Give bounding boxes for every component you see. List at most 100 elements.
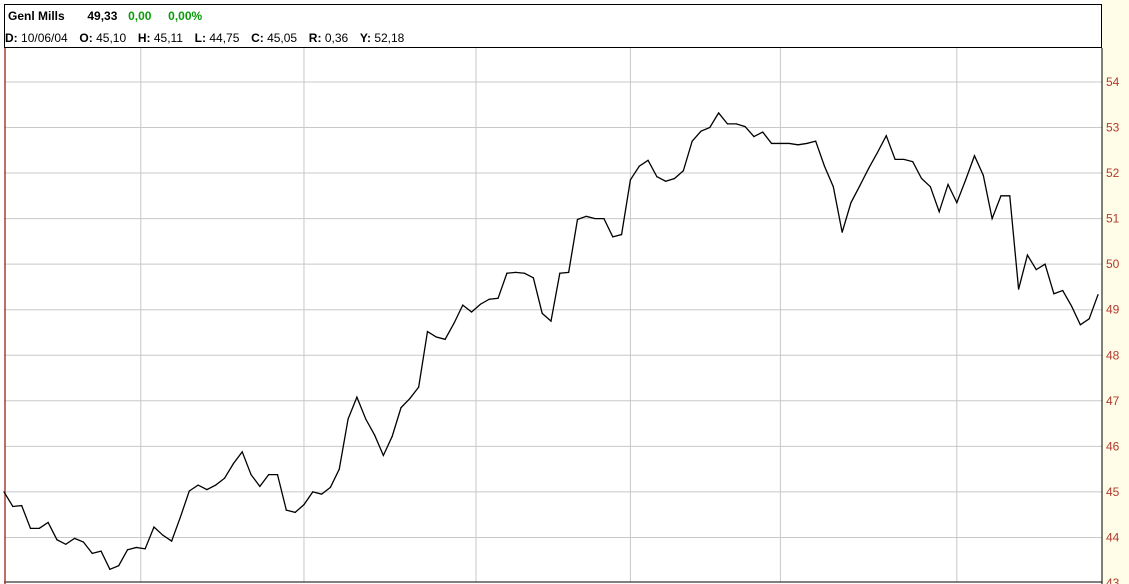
price-point <box>832 186 834 188</box>
price-point <box>21 504 23 507</box>
price-point <box>823 165 826 167</box>
price-point <box>1070 305 1073 307</box>
price-point <box>515 271 517 273</box>
price-point <box>956 202 958 204</box>
price-point <box>788 142 790 145</box>
price-point <box>250 473 252 476</box>
price-point <box>65 543 67 545</box>
price-point <box>241 451 243 453</box>
price-point <box>612 236 614 238</box>
price-point <box>444 338 446 340</box>
price-point <box>223 477 226 479</box>
y-tick-label: 46 <box>1106 439 1120 453</box>
price-point <box>938 211 940 213</box>
price-point <box>215 484 217 486</box>
price-point <box>700 130 702 132</box>
y-label: Y: <box>359 31 371 45</box>
quote-header: Genl Mills 49,33 0,00 0,00% D: 10/06/04 … <box>4 4 1102 48</box>
price-point <box>797 144 799 146</box>
price-point <box>338 468 340 470</box>
price-point <box>559 272 561 274</box>
price-point <box>391 435 393 437</box>
price-point <box>718 112 720 114</box>
price-point <box>1088 318 1090 320</box>
low-value: 44,75 <box>209 31 240 45</box>
price-point <box>38 527 40 529</box>
price-point <box>435 336 437 338</box>
y-tick-label: 54 <box>1106 75 1120 89</box>
price-point <box>144 548 146 550</box>
price-point <box>912 161 914 163</box>
price-point <box>321 493 323 495</box>
price-point <box>1097 294 1099 296</box>
price-point <box>109 568 111 570</box>
price-point <box>462 304 464 306</box>
price-point <box>691 140 693 142</box>
price-point <box>232 463 234 465</box>
price-point <box>418 386 420 388</box>
price-point <box>1009 195 1011 197</box>
open-value: 45,10 <box>96 31 127 45</box>
close-value: 45,05 <box>267 31 298 45</box>
price-point <box>400 407 402 409</box>
price-point <box>206 489 208 491</box>
price-point <box>1053 293 1055 295</box>
price-point <box>665 180 667 182</box>
price-point <box>135 546 137 549</box>
price-point <box>153 526 155 528</box>
price-point <box>56 539 58 541</box>
price-point <box>523 272 526 274</box>
price-point <box>1026 254 1029 256</box>
price-point <box>841 231 843 233</box>
price-point <box>638 165 640 167</box>
price-point <box>735 123 737 125</box>
price-point <box>426 330 429 333</box>
price-point <box>762 131 764 133</box>
open-label: O: <box>79 31 93 45</box>
price-point <box>303 504 305 506</box>
price-point <box>876 151 879 154</box>
price-point <box>188 490 190 492</box>
symbol-name: Genl Mills <box>8 9 65 23</box>
y-tick-label: 50 <box>1106 257 1120 271</box>
price-point <box>179 516 182 518</box>
y-tick-label: 44 <box>1106 530 1120 544</box>
price-point <box>903 158 905 160</box>
high-value: 45,11 <box>153 31 183 45</box>
price-point <box>276 473 279 476</box>
price-point <box>568 271 570 273</box>
price-point <box>779 142 781 145</box>
y-tick-label: 49 <box>1106 303 1120 317</box>
price-point <box>118 565 120 567</box>
price-point <box>532 277 534 279</box>
y-tick-label: 43 <box>1106 576 1120 584</box>
price-point <box>347 418 349 420</box>
price-point <box>744 125 746 128</box>
price-point <box>585 215 587 217</box>
price-point <box>82 541 84 543</box>
price-point <box>1000 195 1002 197</box>
price-point <box>868 167 870 170</box>
price-point <box>29 527 32 529</box>
price-point <box>603 218 605 220</box>
price-point <box>682 170 684 172</box>
y-tick-label: 51 <box>1106 212 1120 226</box>
last-price: 49,33 <box>87 9 118 23</box>
price-point <box>329 486 332 488</box>
price-point <box>409 397 411 400</box>
price-point <box>506 272 508 274</box>
range-value: 0,36 <box>324 31 349 45</box>
price-point <box>920 177 923 180</box>
y-tick-label: 53 <box>1106 121 1120 135</box>
price-point <box>479 303 482 305</box>
price-point <box>1044 263 1046 265</box>
horizontal-gridlines <box>4 81 1102 538</box>
quote-summary-row: Genl Mills 49,33 0,00 0,00% <box>8 9 202 23</box>
price-point <box>620 233 623 236</box>
price-axis-background <box>1102 0 1129 584</box>
low-label: L: <box>194 31 206 45</box>
price-point <box>162 534 164 536</box>
y-tick-label: 45 <box>1106 485 1120 499</box>
price-point <box>709 126 711 129</box>
price-point <box>3 491 5 493</box>
